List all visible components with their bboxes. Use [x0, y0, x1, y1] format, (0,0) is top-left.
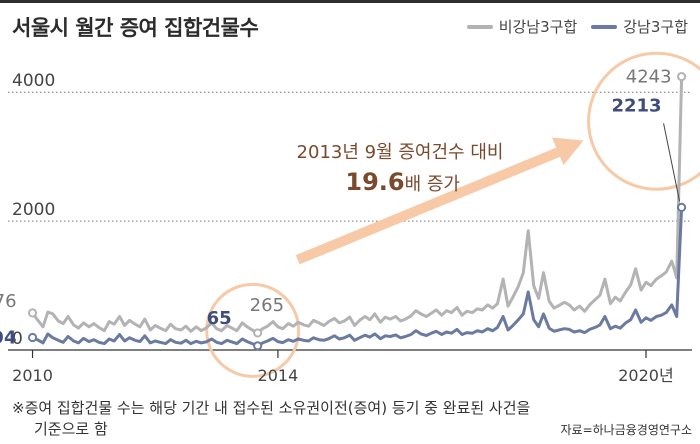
annotation-line-2: 19.6배 증가 [345, 168, 460, 196]
data-point-marker-576 [27, 308, 38, 318]
y-tick-label-4000: 4000 [12, 71, 55, 91]
data-label-65: 65 [207, 308, 232, 329]
legend-item-gangnam: 강남3구합 [591, 16, 688, 37]
x-tick-label-2020: 2020년 [618, 366, 673, 385]
footnote-line-1: ※증여 집합건물 수는 해당 기간 내 접수된 소유권이전(증여) 등기 중 완… [12, 399, 531, 417]
highlight-circle-2013 [205, 282, 301, 378]
highlight-circle-2020 [587, 51, 700, 191]
x-tick-label-2010: 2010 [12, 366, 53, 385]
data-label-576: 576 [0, 291, 17, 312]
legend-item-non-gangnam: 비강남3구합 [466, 16, 578, 37]
annotation-suffix: 배 증가 [405, 174, 460, 195]
data-label-194: 194 [0, 327, 17, 348]
y-tick-label-0: 0 [12, 329, 23, 349]
data-label-4243: 4243 [626, 67, 672, 88]
annotation-arrow-head [551, 137, 584, 166]
data-point-marker-2213 [676, 202, 687, 212]
source-credit: 자료=하나금융경영연구소 [560, 423, 693, 437]
leader-line-2213 [663, 123, 681, 202]
x-tick-label-2014: 2014 [258, 366, 299, 385]
data-point-marker-194 [27, 332, 38, 343]
annotation-multiplier: 19.6 [345, 168, 404, 196]
data-point-marker-4243 [676, 71, 687, 82]
series-line-gangnam [31, 207, 684, 348]
legend-swatch-non-gangnam [466, 24, 493, 29]
data-label-265: 265 [250, 295, 284, 316]
top-rule [0, 0, 700, 3]
data-point-marker-65 [253, 341, 263, 351]
footnote: ※증여 집합건물 수는 해당 기간 내 접수된 소유권이전(증여) 등기 중 완… [12, 398, 652, 440]
footnote-line-2: 기준으로 함 [34, 420, 108, 438]
y-tick-label-2000: 2000 [12, 200, 55, 220]
legend-label-gangnam: 강남3구합 [623, 18, 688, 36]
legend: 비강남3구합 강남3구합 [466, 16, 688, 37]
annotation-arrow-shaft [295, 142, 572, 265]
legend-label-non-gangnam: 비강남3구합 [498, 18, 578, 36]
series-line-non-gangnam [31, 76, 684, 335]
data-label-2213: 2213 [611, 95, 661, 116]
chart-title: 서울시 월간 증여 집합건물수 [12, 16, 259, 40]
data-point-marker-265 [253, 328, 263, 338]
annotation-line-1: 2013년 9월 증여건수 대비 [297, 142, 504, 163]
legend-swatch-gangnam [591, 24, 618, 29]
